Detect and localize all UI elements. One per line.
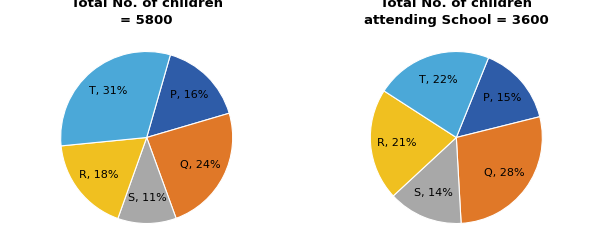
Wedge shape (118, 138, 176, 224)
Wedge shape (61, 52, 171, 146)
Text: T, 22%: T, 22% (419, 75, 458, 85)
Wedge shape (456, 58, 540, 138)
Text: S, 11%: S, 11% (127, 193, 166, 203)
Text: T, 31%: T, 31% (89, 86, 127, 96)
Wedge shape (61, 138, 147, 218)
Text: R, 18%: R, 18% (80, 170, 119, 179)
Text: Q, 24%: Q, 24% (180, 160, 221, 170)
Text: P, 15%: P, 15% (482, 93, 521, 103)
Title: Total No. of children
= 5800: Total No. of children = 5800 (71, 0, 223, 28)
Text: P, 16%: P, 16% (170, 90, 208, 100)
Wedge shape (147, 113, 233, 218)
Text: R, 21%: R, 21% (377, 138, 416, 148)
Title: Total No. of children
attending School = 3600: Total No. of children attending School =… (364, 0, 549, 28)
Wedge shape (393, 138, 461, 224)
Wedge shape (384, 52, 488, 138)
Text: Q, 28%: Q, 28% (484, 168, 525, 178)
Wedge shape (370, 91, 456, 196)
Wedge shape (147, 55, 229, 138)
Text: S, 14%: S, 14% (414, 188, 453, 198)
Wedge shape (456, 117, 542, 223)
